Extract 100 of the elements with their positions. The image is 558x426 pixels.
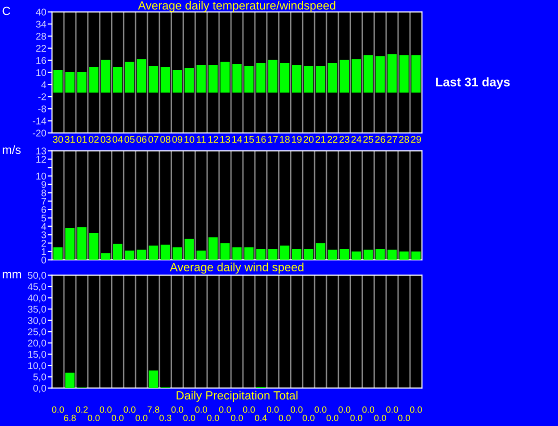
y-tick-label: 40: [36, 8, 46, 16]
data-label: 0.0: [242, 406, 255, 413]
bar: [160, 66, 170, 93]
y-tick-label: 4: [41, 81, 46, 88]
y-tick-label: -8: [38, 105, 46, 112]
x-tick-label: 20: [304, 136, 314, 143]
bar: [77, 72, 86, 93]
bar: [399, 55, 409, 93]
data-label: 7.8: [148, 406, 160, 413]
data-label: 0.0: [350, 414, 362, 422]
x-tick-label: 27: [387, 136, 398, 143]
x-tick-label: 01: [76, 136, 87, 143]
y-tick-label: 0: [41, 256, 46, 264]
data-label: 0.0: [302, 414, 315, 422]
data-label: 0.0: [314, 406, 326, 413]
x-tick-label: 03: [100, 136, 111, 143]
x-tick-label: 24: [351, 136, 362, 143]
data-label: 0.0: [183, 414, 196, 422]
bar: [399, 251, 409, 260]
y-tick-label: 13: [36, 148, 46, 154]
bar: [196, 250, 206, 260]
bar: [304, 248, 314, 260]
bar: [256, 248, 266, 260]
bar: [232, 64, 242, 93]
data-label: 0.0: [100, 406, 112, 413]
bar: [208, 64, 218, 93]
y-tick-label: 10,0: [28, 362, 46, 370]
x-tick-label: 02: [88, 136, 99, 143]
bar: [411, 55, 421, 93]
bar: [328, 250, 338, 260]
bar: [136, 250, 146, 260]
bar: [53, 70, 63, 93]
x-tick-label: 22: [328, 136, 338, 143]
bar: [340, 248, 350, 260]
bar: [376, 248, 385, 260]
y-tick-label: -14: [32, 118, 46, 124]
data-label: 0.0: [410, 406, 422, 413]
x-tick-label: 12: [208, 136, 218, 143]
y-axis-title: C: [2, 6, 10, 16]
x-tick-label: 04: [112, 136, 123, 143]
y-tick-label: -2: [38, 93, 46, 100]
x-axis-title: Average daily wind speed: [170, 262, 304, 274]
x-tick-label: 17: [268, 136, 278, 143]
x-tick-label: 28: [399, 136, 410, 143]
y-tick-label: 34: [36, 20, 46, 28]
y-tick-label: 15,0: [28, 350, 46, 359]
x-tick-label: 19: [292, 136, 302, 143]
bar: [65, 372, 75, 388]
bar: [352, 59, 361, 93]
data-label: 0.0: [326, 414, 338, 422]
data-label: 0.2: [76, 406, 88, 413]
data-label: 0.0: [266, 406, 279, 413]
x-tick-label: 18: [280, 136, 290, 143]
x-tick-label: 25: [363, 136, 374, 143]
bar: [268, 60, 278, 93]
y-tick-label: 45,0: [28, 283, 46, 292]
bar: [184, 68, 194, 93]
x-tick-label: 26: [375, 136, 386, 143]
bar: [411, 251, 421, 260]
x-tick-label: 10: [184, 136, 194, 143]
data-label: 0.0: [338, 406, 350, 413]
bar: [148, 66, 158, 93]
bar: [316, 243, 326, 260]
y-tick-label: 3: [41, 231, 46, 238]
bar: [53, 247, 63, 260]
data-label: 0.3: [159, 414, 172, 422]
bar: [232, 247, 242, 260]
bar: [340, 60, 350, 93]
bar: [220, 243, 230, 260]
y-tick-label: 30,0: [28, 317, 46, 326]
bar: [280, 62, 290, 93]
data-label: 0.0: [386, 406, 398, 413]
bar: [256, 62, 266, 93]
data-label: 0.0: [278, 414, 291, 422]
bar: [77, 227, 86, 260]
y-tick-label: 6: [42, 206, 46, 214]
x-tick-label: 16: [256, 136, 266, 143]
data-label: 0.0: [231, 414, 243, 422]
bar: [65, 72, 75, 93]
data-label: 0.0: [124, 406, 136, 413]
data-label: 0.0: [207, 414, 220, 422]
bar: [328, 62, 338, 93]
x-tick-label: 29: [411, 136, 421, 143]
bar: [184, 238, 194, 260]
data-label: 0.0: [112, 414, 124, 422]
y-tick-label: 0,0: [33, 384, 46, 393]
bar: [160, 244, 170, 260]
data-label: 0.0: [52, 406, 64, 413]
y-axis-title: mm: [2, 272, 21, 278]
x-tick-label: 06: [136, 136, 146, 143]
bar: [172, 70, 182, 93]
bar: [292, 64, 302, 93]
y-tick-label: 40,0: [28, 294, 46, 303]
data-label: 0.0: [195, 406, 208, 413]
data-label: 0.0: [136, 414, 148, 422]
bar: [244, 247, 254, 260]
x-tick-label: 30: [52, 136, 63, 143]
bar: [89, 66, 98, 93]
x-tick-label: 31: [64, 136, 75, 143]
bar: [172, 247, 182, 260]
